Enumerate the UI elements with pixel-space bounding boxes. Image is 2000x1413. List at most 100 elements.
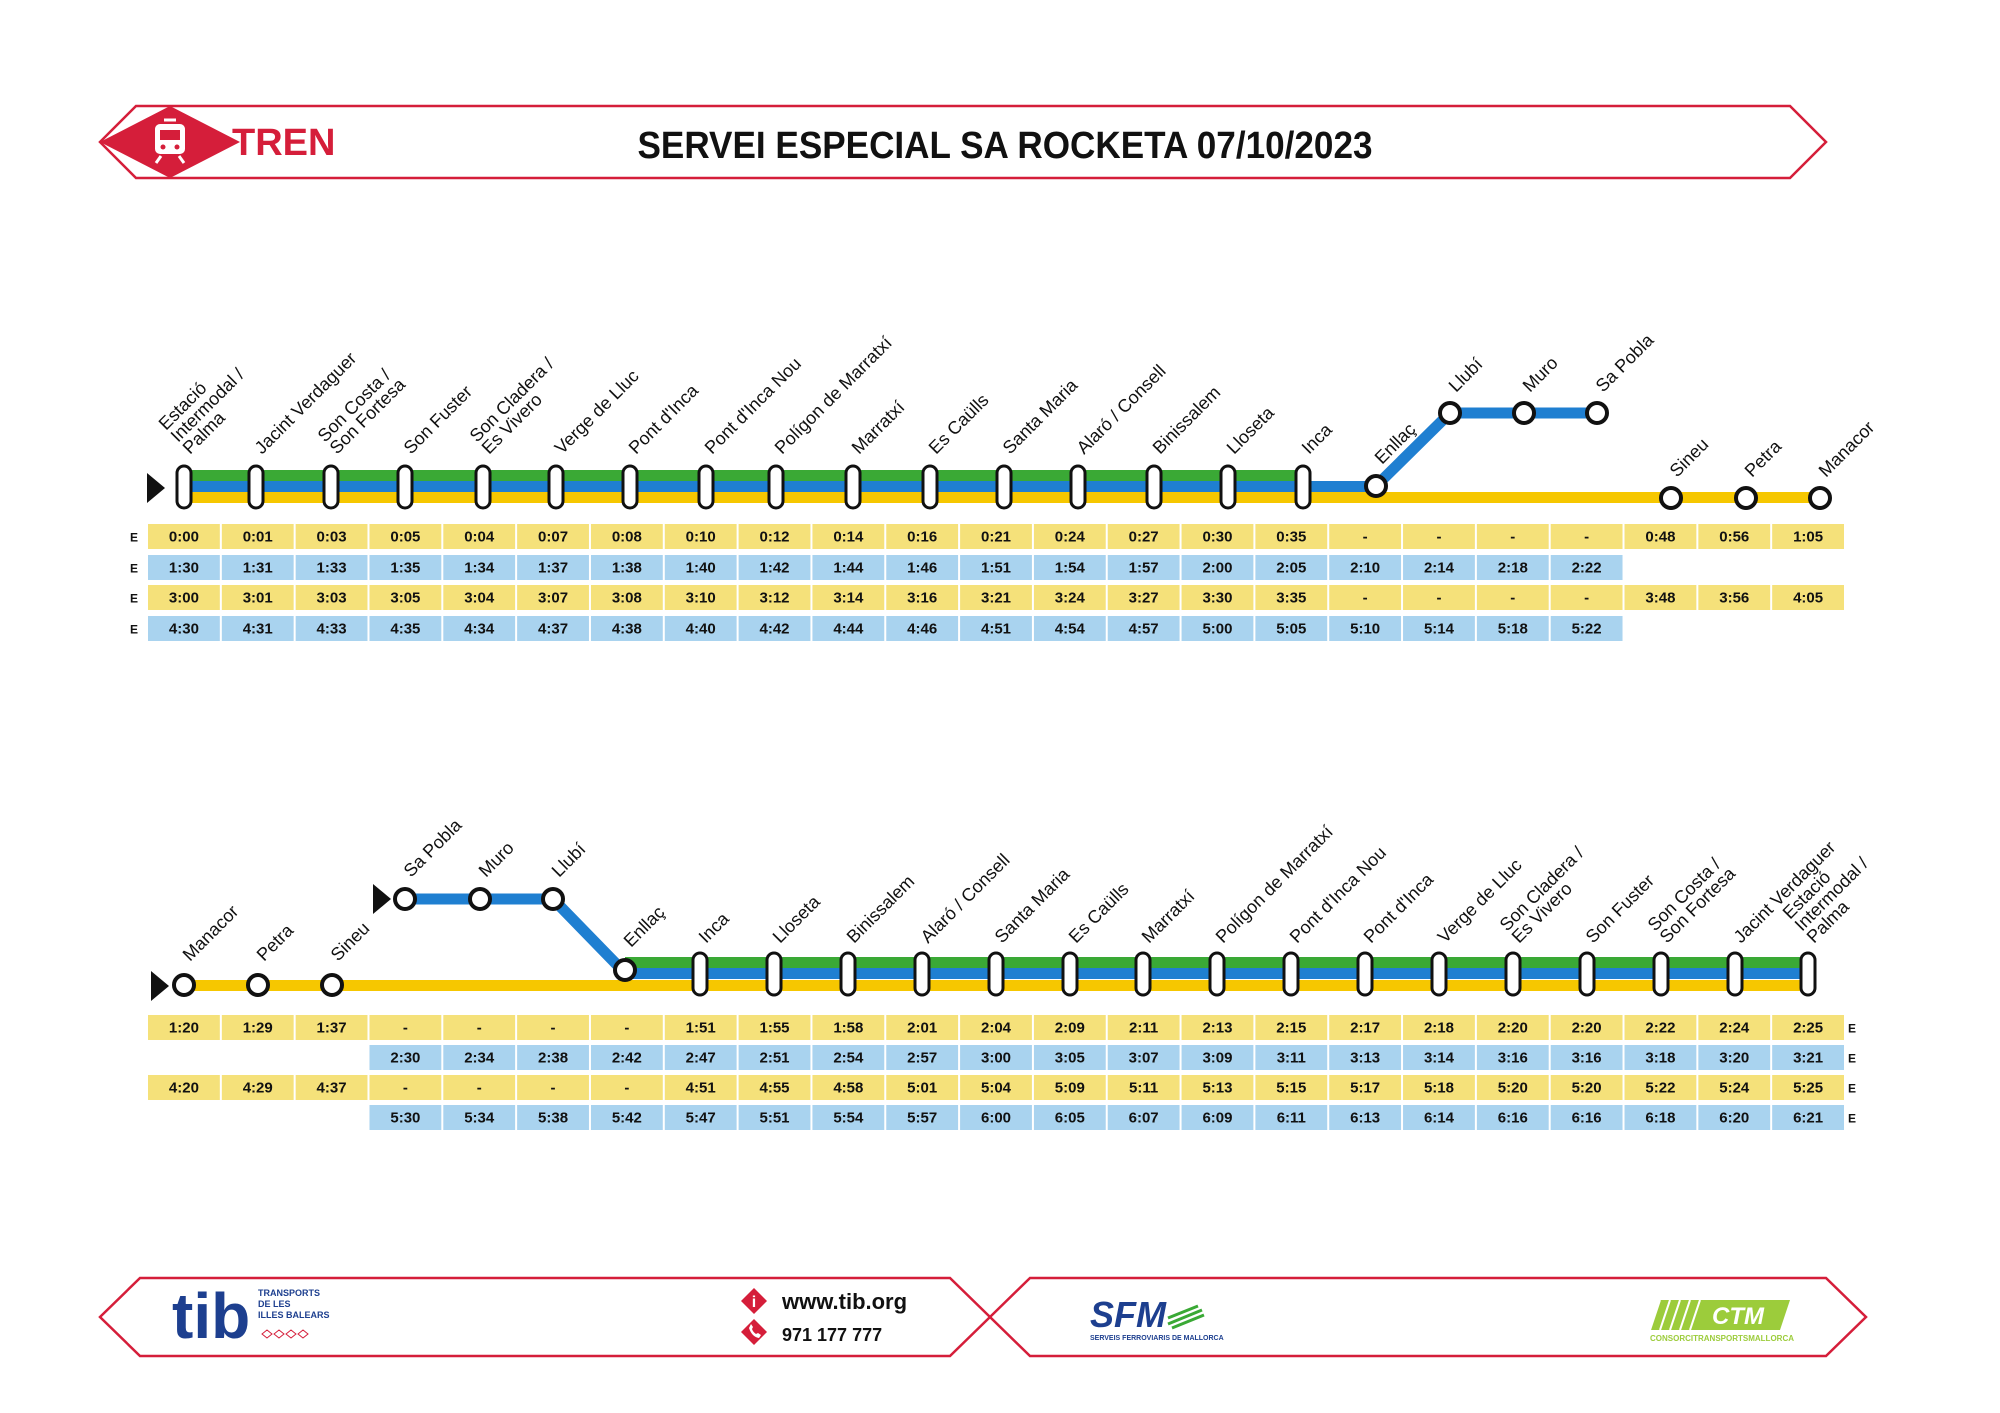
d1-row-4-cell-14 — [1107, 616, 1180, 641]
tib-logo: tib — [172, 1280, 250, 1352]
phone-number[interactable]: 971 177 777 — [782, 1325, 882, 1345]
station-marker-binissalem — [839, 951, 857, 997]
direction-arrow-sa-pobla — [373, 884, 391, 914]
direction-arrow — [147, 473, 165, 503]
station-label-line: Pont d'Inca — [625, 380, 703, 458]
d2-row-4-cell-21 — [1624, 1105, 1697, 1130]
station-label-line: Muro — [475, 838, 518, 881]
d2-row-1-cell-12 — [960, 1015, 1032, 1040]
d1-row-1-cell-7 — [590, 524, 663, 549]
d2-row-4-cell-4 — [369, 1105, 442, 1130]
d2-row-4-cell-17 — [1329, 1105, 1402, 1130]
d1-row-2-cell-10-text: 1:44 — [833, 560, 864, 577]
station-label-line: Lloseta — [769, 891, 825, 947]
station-label-line: Sa Pobla — [400, 814, 466, 880]
d1-row-3-cell-8-text: 3:10 — [686, 590, 716, 607]
d1-station-label-pont-d-inca: Pont d'Inca — [625, 380, 703, 458]
d1-row-3-cell-4 — [369, 585, 442, 610]
diagram-palma-to-manacor: EstacióIntermodal /Palma Jacint Verdaguer… — [130, 329, 1878, 641]
d2-row-2-cell-21-text: 3:18 — [1645, 1050, 1675, 1067]
d2-row-3-cell-19-text: 5:20 — [1498, 1080, 1528, 1097]
d1-row-1-cell-5 — [443, 524, 516, 549]
d1-station-label-marratxi: Marratxí — [848, 397, 909, 458]
d2-row-4-cell-19-text: 6:16 — [1498, 1110, 1528, 1127]
station-label-line: Inca — [695, 908, 734, 947]
d2-row-1-cell-2-text: 1:29 — [243, 1020, 273, 1037]
d2-row-4-cell-12 — [960, 1105, 1032, 1130]
d1-row-1-marker: E — [130, 531, 138, 545]
ctm-logo-mark — [1649, 1299, 1790, 1331]
d2-row-3-cell-4-text: - — [403, 1080, 408, 1097]
d1-row-1-cell-16 — [1255, 524, 1328, 549]
d2-row-4-cell-23 — [1772, 1105, 1844, 1130]
d2-row-2-cell-4 — [369, 1045, 442, 1070]
d1-row-3-cell-21-text: 3:48 — [1645, 590, 1675, 607]
d1-station-label-muro: Muro — [1519, 353, 1562, 396]
d2-row-3-cell-23 — [1772, 1075, 1844, 1100]
d2-row-1-cell-16-text: 2:15 — [1276, 1020, 1306, 1037]
d2-row-3-cell-10-text: 4:58 — [833, 1080, 863, 1097]
d1-row-1-cell-18-text: - — [1436, 529, 1441, 546]
d1-row-3-cell-10 — [812, 585, 885, 610]
d1-row-3-cell-20-text: - — [1584, 590, 1589, 607]
d2-row-4-cell-17-text: 6:13 — [1350, 1110, 1380, 1127]
d2-row-3-cell-14 — [1107, 1075, 1180, 1100]
d2-row-3-cell-17-text: 5:17 — [1350, 1080, 1380, 1097]
d2-row-1-cell-13-text: 2:09 — [1055, 1020, 1085, 1037]
d1-row-4-cell-15-text: 5:00 — [1202, 621, 1232, 638]
d2-row-2-cell-19-text: 3:16 — [1498, 1050, 1528, 1067]
d2-row-2-cell-13 — [1033, 1045, 1106, 1070]
d2-row-1-cell-9 — [738, 1015, 811, 1040]
d2-row-1-cell-1 — [148, 1015, 220, 1040]
d1-row-3-cell-15 — [1181, 585, 1254, 610]
header-outline — [98, 104, 1828, 180]
d1-row-2-cell-10 — [812, 555, 885, 580]
station-label-line: Es Caülls — [925, 390, 993, 458]
d1-row-4-cell-3 — [295, 616, 368, 641]
d2-row-2-cell-15-text: 3:09 — [1202, 1050, 1232, 1067]
d1-row-3-cell-7 — [590, 585, 663, 610]
station-marker-manacor — [1808, 486, 1832, 510]
d2-row-2-cell-18 — [1403, 1045, 1475, 1070]
d1-row-1-cell-2-text: 0:01 — [243, 529, 273, 546]
d2-row-3-cell-2 — [221, 1075, 294, 1100]
d1-row-1-cell-21 — [1624, 524, 1697, 549]
tib-ornament — [261, 1329, 309, 1339]
d1-row-4-cell-20 — [1550, 616, 1623, 641]
d1-row-3-cell-22 — [1698, 585, 1771, 610]
d2-row-2-cell-8-text: 2:47 — [686, 1050, 716, 1067]
d2-row-2-cell-11-text: 2:57 — [907, 1050, 937, 1067]
d2-station-label-muro: Muro — [475, 838, 518, 881]
d1-row-2-cell-5 — [443, 555, 516, 580]
station-label-line: Lloseta — [1223, 402, 1279, 458]
d2-station-label-santa-maria: Santa Maria — [991, 863, 1074, 946]
d2-row-1-cell-6 — [517, 1015, 589, 1040]
d1-row-2-cell-4-text: 1:35 — [390, 560, 420, 577]
d2-row-2-cell-17 — [1329, 1045, 1402, 1070]
d2-row-3-cell-13-text: 5:09 — [1055, 1080, 1085, 1097]
d2-row-4-cell-11 — [886, 1105, 959, 1130]
station-marker-binissalem — [1145, 464, 1163, 510]
d2-row-4-cell-18 — [1403, 1105, 1475, 1130]
sfm-stripes — [1167, 1304, 1205, 1330]
d2-row-1-cell-21 — [1624, 1015, 1697, 1040]
d2-row-1-cell-3 — [295, 1015, 368, 1040]
d2-row-2-cell-14-text: 3:07 — [1129, 1050, 1159, 1067]
d1-row-4-cell-6-text: 4:37 — [538, 621, 568, 638]
d2-row-1-cell-13 — [1033, 1015, 1106, 1040]
station-marker-son-cladera-es-vivero — [1504, 951, 1522, 997]
station-marker-estacio-intermodal-palma — [175, 464, 193, 510]
d2-row-4-cell-19 — [1476, 1105, 1549, 1130]
d2-row-4-cell-22-text: 6:20 — [1719, 1110, 1749, 1127]
d2-row-4-cell-6-text: 5:38 — [538, 1110, 568, 1127]
d2-row-4-cell-4-text: 5:30 — [390, 1110, 420, 1127]
station-marker-estacio-intermodal-palma — [1799, 951, 1817, 997]
d2-row-2-cell-18-text: 3:14 — [1424, 1050, 1455, 1067]
d1-row-4-cell-1 — [148, 616, 220, 641]
d1-station-label-manacor: Manacor — [1815, 417, 1879, 481]
website-link[interactable]: www.tib.org — [781, 1289, 907, 1314]
d1-station-label-santa-maria: Santa Maria — [999, 374, 1082, 457]
station-label-line: Son Fuster — [1582, 870, 1658, 946]
station-marker-son-costa-son-fortesa — [1652, 951, 1670, 997]
station-marker-llubi — [1438, 401, 1462, 425]
